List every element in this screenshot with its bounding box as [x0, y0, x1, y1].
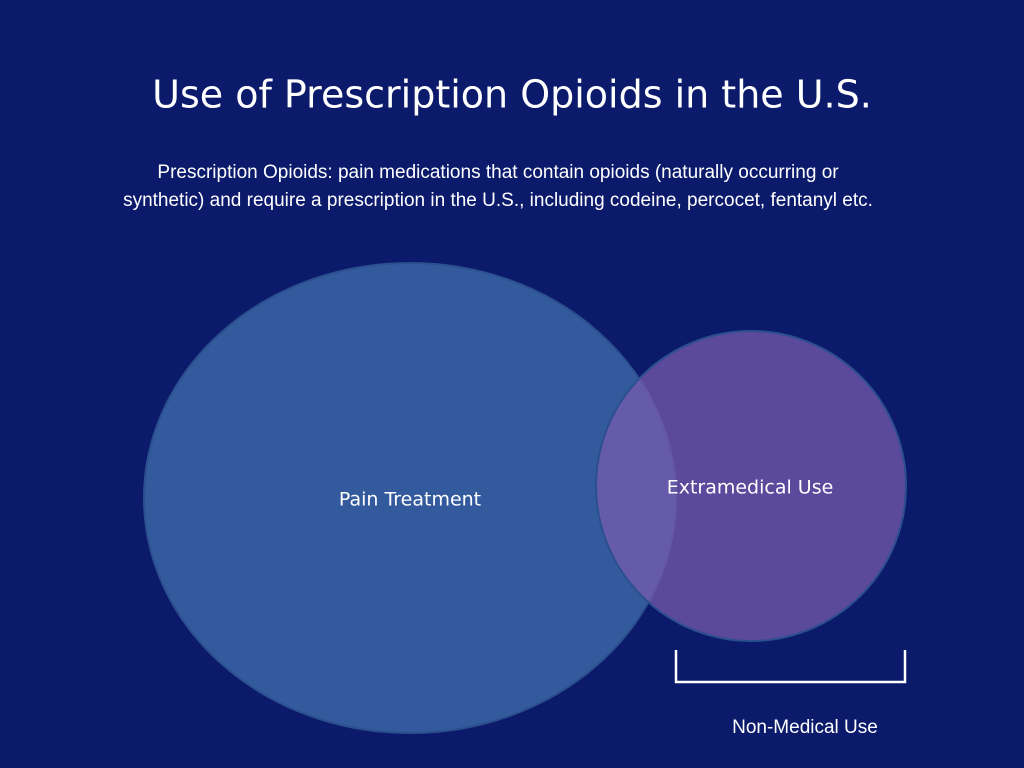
- set-label: Extramedical Use: [667, 477, 834, 499]
- set-label: Pain Treatment: [339, 489, 481, 511]
- bracket: [674, 650, 907, 684]
- slide-title: Use of Prescription Opioids in the U.S.: [152, 73, 872, 117]
- subtitle-line: synthetic) and require a prescription in…: [123, 190, 873, 211]
- bracket-label: Non-Medical Use: [732, 717, 878, 738]
- extramedical-circle: [595, 330, 907, 642]
- subtitle-line: Prescription Opioids: pain medications t…: [157, 162, 839, 183]
